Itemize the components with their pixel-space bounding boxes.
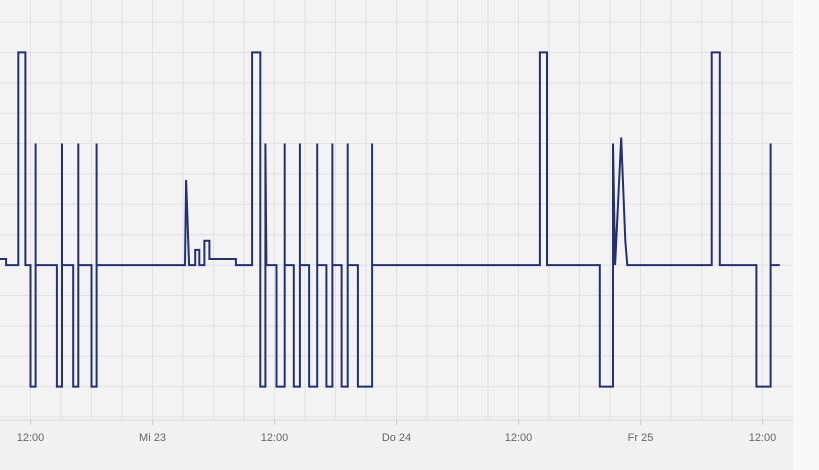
x-tick-label: Do 24 <box>382 432 411 444</box>
x-tick-label: 12:00 <box>749 432 777 444</box>
x-tick-label: Mi 23 <box>139 432 166 444</box>
x-tick-label: Fr 25 <box>628 432 654 444</box>
x-tick-label: 12:00 <box>505 432 533 444</box>
x-tick-label: 12:00 <box>261 432 289 444</box>
side-panel <box>793 0 819 470</box>
x-tick-label: 12:00 <box>17 432 45 444</box>
line-series <box>0 51 780 388</box>
